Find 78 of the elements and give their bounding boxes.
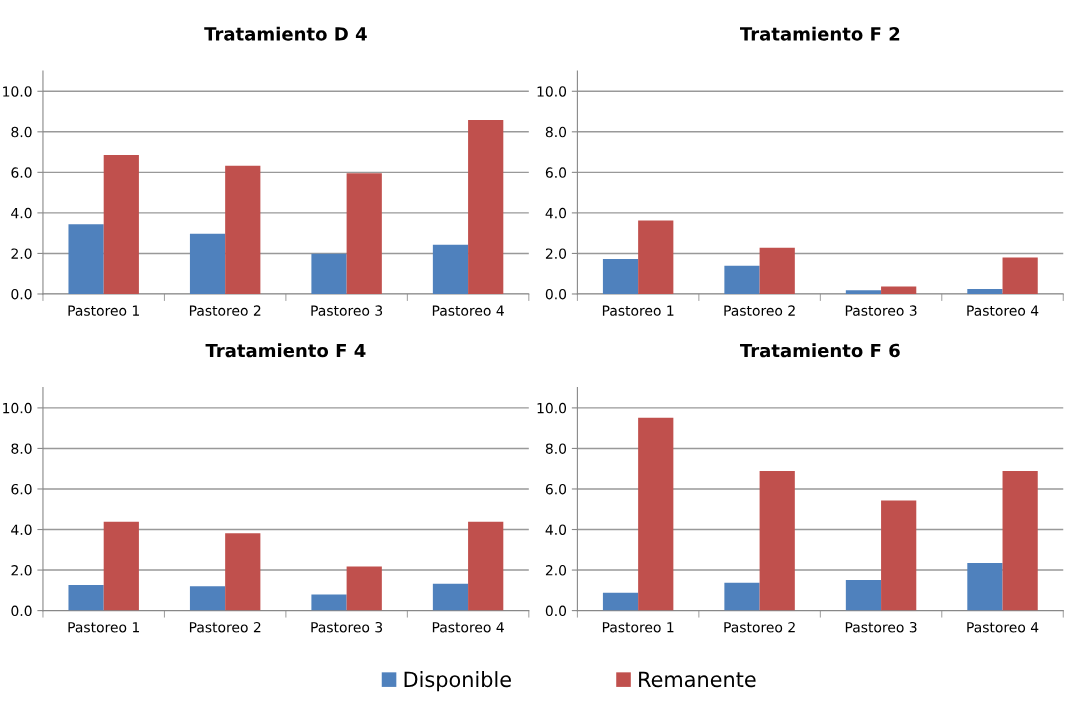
- x-tick-label: Pastoreo 2: [189, 305, 261, 316]
- bar: [225, 533, 261, 611]
- y-tick-label: 6.0: [11, 167, 32, 178]
- bar: [638, 220, 674, 294]
- bar: [432, 244, 469, 294]
- bar: [967, 289, 1003, 294]
- y-tick-label: 0.0: [545, 605, 567, 617]
- bar: [225, 165, 261, 294]
- y-tick-label: 8.0: [545, 443, 567, 454]
- y-tick-label: 6.0: [545, 167, 567, 178]
- y-tick-label: 2.0: [11, 565, 32, 576]
- x-tick-label: Pastoreo 2: [189, 621, 261, 633]
- x-tick-label: Pastoreo 3: [311, 621, 383, 633]
- bar: [759, 470, 795, 611]
- y-tick-label: 8.0: [11, 126, 32, 138]
- y-tick-label: 4.0: [11, 207, 32, 219]
- x-tick-label: Pastoreo 1: [68, 305, 139, 316]
- bar: [602, 258, 639, 294]
- x-tick-label: Pastoreo 4: [967, 622, 1039, 633]
- y-tick-label: 4.0: [11, 524, 32, 535]
- bar: [881, 286, 917, 294]
- legend-label: Remanente: [639, 671, 756, 688]
- x-tick-label: Pastoreo 4: [967, 305, 1039, 316]
- x-tick-label: Pastoreo 1: [602, 622, 674, 633]
- y-tick-label: 8.0: [11, 443, 32, 454]
- chart-title: Tratamiento D 4: [204, 26, 367, 41]
- x-tick-label: Pastoreo 1: [602, 305, 674, 316]
- legend-label: Disponible: [404, 671, 511, 692]
- bar: [311, 594, 347, 611]
- y-tick-label: 10.0: [3, 86, 32, 97]
- y-tick-label: 4.0: [545, 524, 567, 535]
- bar: [189, 233, 226, 294]
- y-tick-label: 8.0: [545, 126, 567, 138]
- y-tick-label: 2.0: [11, 248, 32, 259]
- y-tick-label: 10.0: [537, 86, 567, 97]
- y-tick-label: 0.0: [11, 288, 32, 300]
- y-tick-label: 2.0: [545, 565, 567, 576]
- x-tick-label: Pastoreo 4: [432, 622, 504, 633]
- x-tick-label: Pastoreo 3: [311, 305, 383, 316]
- y-tick-label: 10.0: [537, 402, 567, 414]
- y-tick-label: 2.0: [545, 248, 567, 259]
- x-tick-label: Pastoreo 3: [845, 305, 917, 316]
- bar: [845, 290, 882, 294]
- bar: [1002, 470, 1038, 611]
- chart-title: Tratamiento F 2: [740, 26, 900, 41]
- bar: [724, 265, 760, 294]
- bar: [468, 120, 504, 294]
- bar: [1002, 257, 1038, 294]
- bar: [346, 173, 382, 294]
- bar: [311, 253, 347, 294]
- bar: [967, 562, 1003, 611]
- bar: [724, 582, 760, 611]
- bar: [68, 224, 104, 294]
- bar: [845, 579, 882, 611]
- y-tick-label: 4.0: [545, 207, 567, 219]
- bar: [881, 500, 917, 611]
- bar: [346, 566, 382, 611]
- x-tick-label: Pastoreo 2: [724, 621, 795, 633]
- bar: [68, 585, 104, 611]
- bar: [759, 247, 795, 294]
- x-tick-label: Pastoreo 3: [845, 621, 917, 633]
- bar: [103, 154, 139, 294]
- x-tick-label: Pastoreo 1: [68, 622, 139, 633]
- bar: [103, 521, 139, 611]
- bar: [432, 583, 469, 611]
- y-tick-label: 10.0: [3, 402, 32, 414]
- y-tick-label: 6.0: [11, 483, 32, 495]
- chart-title: Tratamiento F 6: [740, 343, 900, 358]
- bar: [189, 586, 226, 611]
- chart-title: Tratamiento F 4: [205, 343, 366, 358]
- y-tick-label: 0.0: [545, 288, 567, 300]
- bar: [468, 521, 504, 611]
- y-tick-label: 6.0: [545, 483, 567, 495]
- y-tick-label: 0.0: [11, 605, 32, 617]
- bar: [638, 417, 674, 611]
- x-tick-label: Pastoreo 2: [724, 305, 795, 316]
- x-tick-label: Pastoreo 4: [432, 305, 504, 316]
- bar: [602, 592, 639, 611]
